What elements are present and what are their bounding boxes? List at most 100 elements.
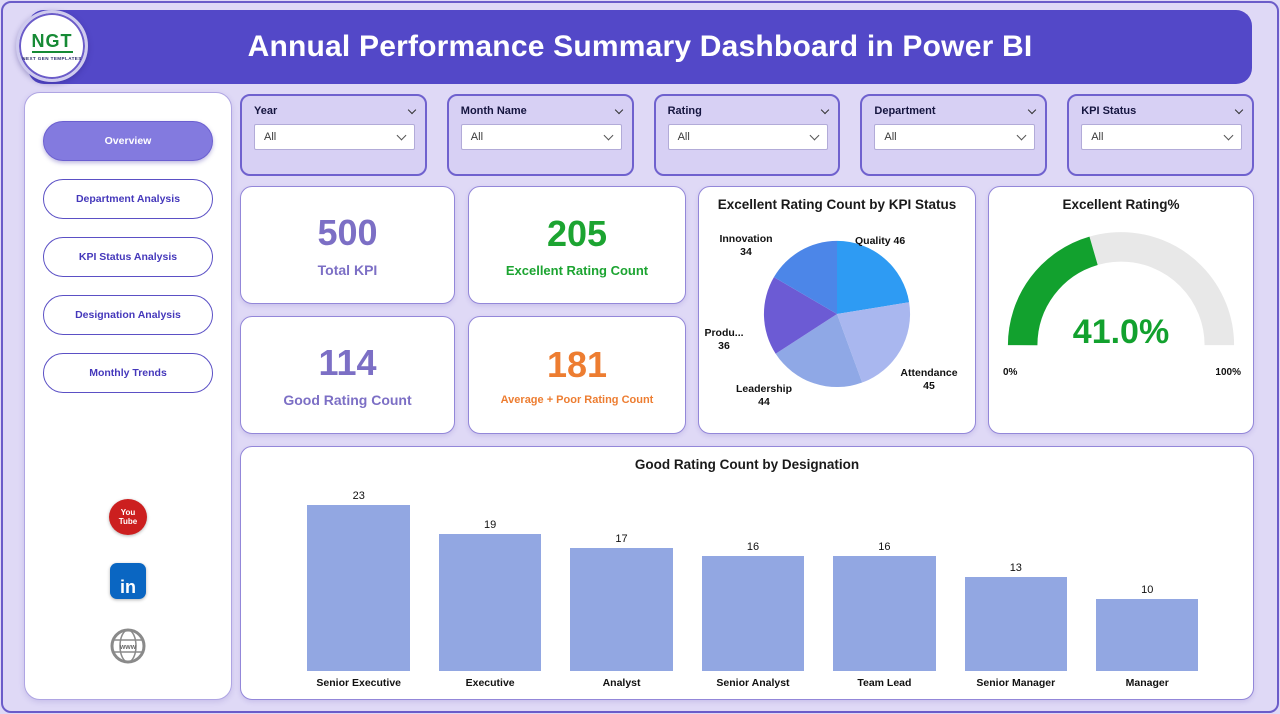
kpi-value: 205 xyxy=(546,212,608,254)
page-title: Annual Performance Summary Dashboard in … xyxy=(247,30,1033,63)
filter-label: Year xyxy=(254,105,278,117)
pie-chart xyxy=(763,240,911,388)
logo-subtext: NEXT GEN TEMPLATES xyxy=(22,56,82,61)
bar-category-label: Manager xyxy=(1125,677,1169,689)
bar-category-label: Analyst xyxy=(602,677,641,689)
sidebar-item-department-analysis[interactable]: Department Analysis xyxy=(43,179,213,219)
globe-graphic: www xyxy=(110,628,146,664)
chevron-down-icon xyxy=(603,130,614,141)
filter-bar: Year All Month Name All Rating All Depar… xyxy=(240,94,1254,176)
kpi-label: Total KPI xyxy=(317,262,378,278)
kpi-card-excellent-rating-count: 205 Excellent Rating Count xyxy=(468,186,686,304)
social-links: You Tube in www xyxy=(25,499,231,665)
gauge-max-label: 100% xyxy=(1215,367,1241,378)
pie-label-quality: Quality 46 xyxy=(855,235,906,247)
filter-month-name-dropdown[interactable]: All xyxy=(460,124,622,150)
pie-slice-innovation[interactable] xyxy=(773,240,837,314)
bar-senior-analyst[interactable] xyxy=(701,556,805,671)
kpi-card-good-rating-count: 114 Good Rating Count xyxy=(240,316,455,434)
filter-header[interactable]: Month Name xyxy=(461,105,623,117)
filter-header[interactable]: Department xyxy=(874,105,1037,117)
filter-year: Year All xyxy=(240,94,427,176)
bar-value-label: 23 xyxy=(352,490,365,502)
filter-value: All xyxy=(1091,131,1104,143)
chevron-down-icon xyxy=(809,130,820,141)
bar-value-label: 13 xyxy=(1009,562,1022,574)
bar-executive[interactable] xyxy=(438,534,542,671)
bar-senior-executive[interactable] xyxy=(307,505,410,671)
gauge-title: Excellent Rating% xyxy=(1062,197,1180,212)
filter-kpi-status: KPI Status All xyxy=(1067,94,1254,176)
bar-value-label: 10 xyxy=(1141,584,1154,596)
filter-header[interactable]: Year xyxy=(254,105,417,117)
bar-chart-title: Good Rating Count by Designation xyxy=(634,457,860,472)
gauge-card: Excellent Rating% 41.0% 0% 100% xyxy=(988,186,1254,434)
chevron-down-icon xyxy=(1027,105,1037,114)
filter-header[interactable]: KPI Status xyxy=(1081,105,1244,117)
bar-category-label: Executive xyxy=(465,677,515,689)
kpi-value: 114 xyxy=(318,342,377,383)
sidebar-item-designation-analysis[interactable]: Designation Analysis xyxy=(43,295,213,335)
sidebar-item-kpi-status-analysis[interactable]: KPI Status Analysis xyxy=(43,237,213,277)
gauge-min-label: 0% xyxy=(1003,367,1018,378)
pie-slice-quality[interactable] xyxy=(837,240,910,314)
bar-value-label: 17 xyxy=(615,533,628,545)
filter-kpi-status-dropdown[interactable]: All xyxy=(1081,124,1242,150)
gauge-value: 41.0% xyxy=(1072,313,1170,351)
kpi-value: 181 xyxy=(546,344,608,385)
pie-label-attendance: Attendance 45 xyxy=(900,367,958,392)
kpi-label: Good Rating Count xyxy=(283,392,412,408)
bar-group: 10 Manager xyxy=(1082,487,1213,691)
logo: NGT NEXT GEN TEMPLATES xyxy=(16,10,88,82)
filter-year-dropdown[interactable]: All xyxy=(254,124,415,150)
pie-label-leadership: Leadership 44 xyxy=(735,383,793,408)
gauge-fill-arc xyxy=(1007,236,1099,346)
bar-chart: 23 Senior Executive 19 Executive 17 Analyst 16… xyxy=(293,487,1213,691)
youtube-icon[interactable]: You Tube xyxy=(109,499,147,535)
filter-rating-dropdown[interactable]: All xyxy=(667,124,829,150)
bar-value-label: 16 xyxy=(746,541,760,553)
pie-slice-attendance[interactable] xyxy=(837,302,911,383)
sidebar: Overview Department Analysis KPI Status … xyxy=(24,92,232,700)
filter-header[interactable]: Rating xyxy=(668,105,830,117)
bar-category-label: Senior Executive xyxy=(316,677,402,689)
bar-manager[interactable] xyxy=(1095,599,1199,671)
kpi-label: Average + Poor Rating Count xyxy=(500,394,654,406)
pie-slice-leadership[interactable] xyxy=(775,314,863,388)
sidebar-item-monthly-trends[interactable]: Monthly Trends xyxy=(43,353,213,393)
kpi-card-average-poor-rating-count: 181 Average + Poor Rating Count xyxy=(468,316,686,434)
linkedin-text: in xyxy=(120,577,136,597)
bar-category-label: Senior Analyst xyxy=(716,677,790,689)
bar-category-label: Senior Manager xyxy=(976,677,1056,689)
chevron-down-icon xyxy=(1223,130,1234,141)
filter-department-dropdown[interactable]: All xyxy=(874,124,1036,150)
filter-month-name: Month Name All xyxy=(446,94,634,176)
main-content: Year All Month Name All Rating All Depar… xyxy=(240,94,1254,700)
filter-value: All xyxy=(470,131,484,143)
header-banner: Annual Performance Summary Dashboard in … xyxy=(28,10,1252,84)
bar-value-label: 16 xyxy=(878,541,891,553)
bar-chart-card: Good Rating Count by Designation 23 Senio… xyxy=(240,446,1254,700)
bar-team-lead[interactable] xyxy=(833,556,936,671)
kpi-value: 500 xyxy=(317,212,378,253)
bar-analyst[interactable] xyxy=(570,548,673,671)
bar-group: 23 Senior Executive xyxy=(293,487,424,691)
youtube-text-1: You xyxy=(120,508,136,517)
bar-group: 17 Analyst xyxy=(556,487,687,691)
sidebar-item-overview[interactable]: Overview xyxy=(43,121,213,161)
chevron-down-icon xyxy=(396,130,407,141)
linkedin-icon[interactable]: in xyxy=(110,563,146,599)
bar-group: 13 Senior Manager xyxy=(950,487,1081,691)
pie-chart-card: Excellent Rating Count by KPI Status Inn… xyxy=(698,186,976,434)
pie-label-innovation: Innovation 34 xyxy=(719,233,773,258)
filter-value: All xyxy=(884,131,897,143)
filter-department: Department All xyxy=(860,94,1048,176)
bar-value-label: 19 xyxy=(484,519,497,531)
pie-slice-produ[interactable] xyxy=(763,277,837,354)
globe-icon[interactable]: www xyxy=(109,627,147,665)
kpi-card-total-kpi: 500 Total KPI xyxy=(240,186,455,304)
gauge-chart xyxy=(1007,232,1235,346)
chevron-down-icon xyxy=(821,105,830,114)
bar-senior-manager[interactable] xyxy=(964,577,1068,671)
svg-text:www: www xyxy=(119,644,137,651)
